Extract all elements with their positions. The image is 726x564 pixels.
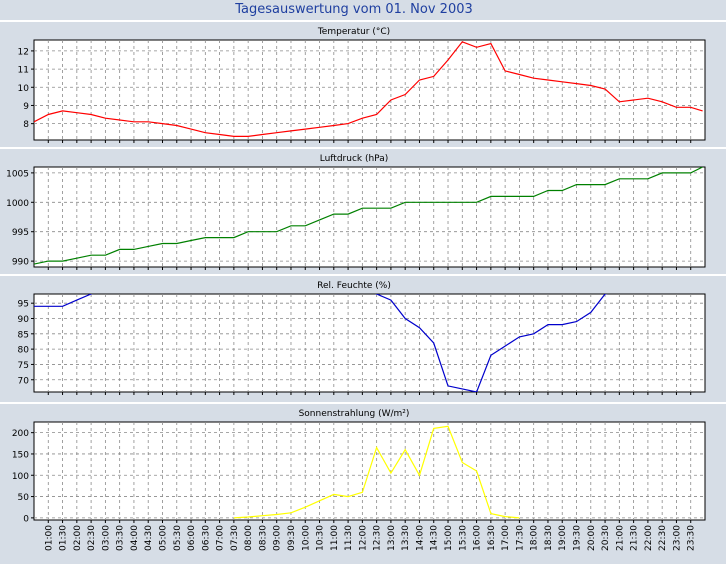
x-tick-label: 16:30 bbox=[487, 525, 497, 551]
x-tick-label: 09:30 bbox=[287, 525, 297, 551]
y-tick-label: 75 bbox=[18, 361, 29, 371]
x-tick-label: 22:00 bbox=[644, 525, 654, 551]
plot-area bbox=[33, 166, 706, 268]
window-title: Tagesauswertung vom 01. Nov 2003 bbox=[234, 2, 473, 17]
x-tick-label: 01:00 bbox=[44, 525, 54, 551]
y-tick-label: 0 bbox=[23, 514, 29, 524]
panel-separator bbox=[0, 274, 726, 276]
x-tick-label: 18:00 bbox=[530, 525, 540, 551]
x-tick-label: 23:30 bbox=[687, 525, 697, 551]
x-tick-label: 07:30 bbox=[230, 525, 240, 551]
x-tick-label: 23:00 bbox=[672, 525, 682, 551]
y-tick-label: 12 bbox=[18, 47, 29, 57]
x-tick-label: 07:00 bbox=[216, 525, 226, 551]
x-tick-label: 19:00 bbox=[558, 525, 568, 551]
x-tick-label: 04:30 bbox=[144, 525, 154, 551]
pressure-chart: Luftdruck (hPa) 990 995 1000 1005 bbox=[0, 147, 726, 270]
x-tick-label: 14:00 bbox=[415, 525, 425, 551]
y-tick-label: 85 bbox=[18, 330, 29, 340]
panel-separator bbox=[0, 402, 726, 404]
panel-separator bbox=[0, 147, 726, 149]
x-tick-label: 05:30 bbox=[173, 525, 183, 551]
chart-title: Rel. Feuchte (%) bbox=[317, 281, 391, 291]
x-tick-label: 20:30 bbox=[601, 525, 611, 551]
y-tick-label: 8 bbox=[23, 120, 29, 130]
x-tick-label: 11:00 bbox=[330, 525, 340, 551]
x-tick-label: 18:30 bbox=[544, 525, 554, 551]
chart-title: Sonnenstrahlung (W/m²) bbox=[299, 409, 410, 419]
series-line bbox=[34, 41, 703, 137]
x-tick-label: 21:30 bbox=[630, 525, 640, 551]
x-tick-label: 02:00 bbox=[73, 525, 83, 551]
x-tick-label: 05:00 bbox=[158, 525, 168, 551]
x-tick-label: 01:30 bbox=[59, 525, 69, 551]
y-tick-label: 990 bbox=[12, 258, 29, 268]
y-tick-label: 80 bbox=[18, 346, 30, 356]
y-tick-label: 1005 bbox=[6, 169, 29, 179]
time-axis: 01:00 01:30 02:00 02:30 03:00 03:30 04:00 04:30… bbox=[44, 525, 696, 551]
x-tick-label: 15:00 bbox=[444, 525, 454, 551]
temperature-chart: Temperatur (°C) 8 9 10 11 12 bbox=[0, 20, 726, 143]
x-tick-label: 16:00 bbox=[473, 525, 483, 551]
radiation-chart: Sonnenstrahlung (W/m²) 0 50 100 150 200 bbox=[0, 402, 726, 524]
chart-title: Luftdruck (hPa) bbox=[320, 154, 389, 164]
x-tick-label: 17:30 bbox=[515, 525, 525, 551]
y-tick-label: 11 bbox=[18, 66, 29, 76]
chart-title: Temperatur (°C) bbox=[317, 27, 390, 37]
x-tick-label: 19:30 bbox=[573, 525, 583, 551]
x-tick-label: 13:30 bbox=[401, 525, 411, 551]
y-tick-label: 995 bbox=[12, 228, 29, 238]
x-tick-label: 02:30 bbox=[87, 525, 97, 551]
x-tick-label: 10:30 bbox=[316, 525, 326, 551]
x-tick-label: 08:00 bbox=[244, 525, 254, 551]
x-tick-label: 14:30 bbox=[430, 525, 440, 551]
y-tick-label: 10 bbox=[18, 84, 30, 94]
plot-area bbox=[33, 39, 706, 141]
panel-separator bbox=[0, 20, 726, 22]
x-tick-label: 12:30 bbox=[373, 525, 383, 551]
y-tick-label: 150 bbox=[12, 450, 29, 460]
x-tick-label: 21:00 bbox=[615, 525, 625, 551]
y-tick-label: 70 bbox=[18, 376, 30, 386]
y-tick-label: 90 bbox=[18, 315, 30, 325]
y-tick-label: 200 bbox=[12, 429, 29, 439]
y-tick-label: 9 bbox=[23, 102, 29, 112]
x-tick-label: 12:00 bbox=[358, 525, 368, 551]
y-tick-label: 100 bbox=[12, 472, 29, 482]
x-tick-label: 22:30 bbox=[658, 525, 668, 551]
x-tick-label: 17:00 bbox=[501, 525, 511, 551]
x-tick-label: 06:30 bbox=[201, 525, 211, 551]
x-tick-label: 20:00 bbox=[587, 525, 597, 551]
y-tick-label: 1000 bbox=[6, 199, 29, 209]
plot-area bbox=[33, 293, 706, 393]
x-tick-label: 06:00 bbox=[187, 525, 197, 551]
humidity-chart: Rel. Feuchte (%) 70 75 80 85 90 95 bbox=[0, 274, 726, 395]
series-line bbox=[34, 167, 703, 265]
series-line bbox=[34, 294, 608, 392]
x-tick-label: 11:30 bbox=[344, 525, 354, 551]
x-tick-label: 09:00 bbox=[273, 525, 283, 551]
x-tick-label: 10:00 bbox=[301, 525, 311, 551]
y-tick-label: 95 bbox=[18, 300, 29, 310]
x-tick-label: 13:00 bbox=[387, 525, 397, 551]
series-line bbox=[233, 425, 520, 519]
x-tick-label: 08:30 bbox=[258, 525, 268, 551]
x-tick-label: 04:00 bbox=[130, 525, 140, 551]
x-tick-label: 03:00 bbox=[101, 525, 111, 551]
y-tick-label: 50 bbox=[18, 493, 30, 503]
x-tick-label: 15:30 bbox=[458, 525, 468, 551]
x-tick-label: 03:30 bbox=[116, 525, 126, 551]
